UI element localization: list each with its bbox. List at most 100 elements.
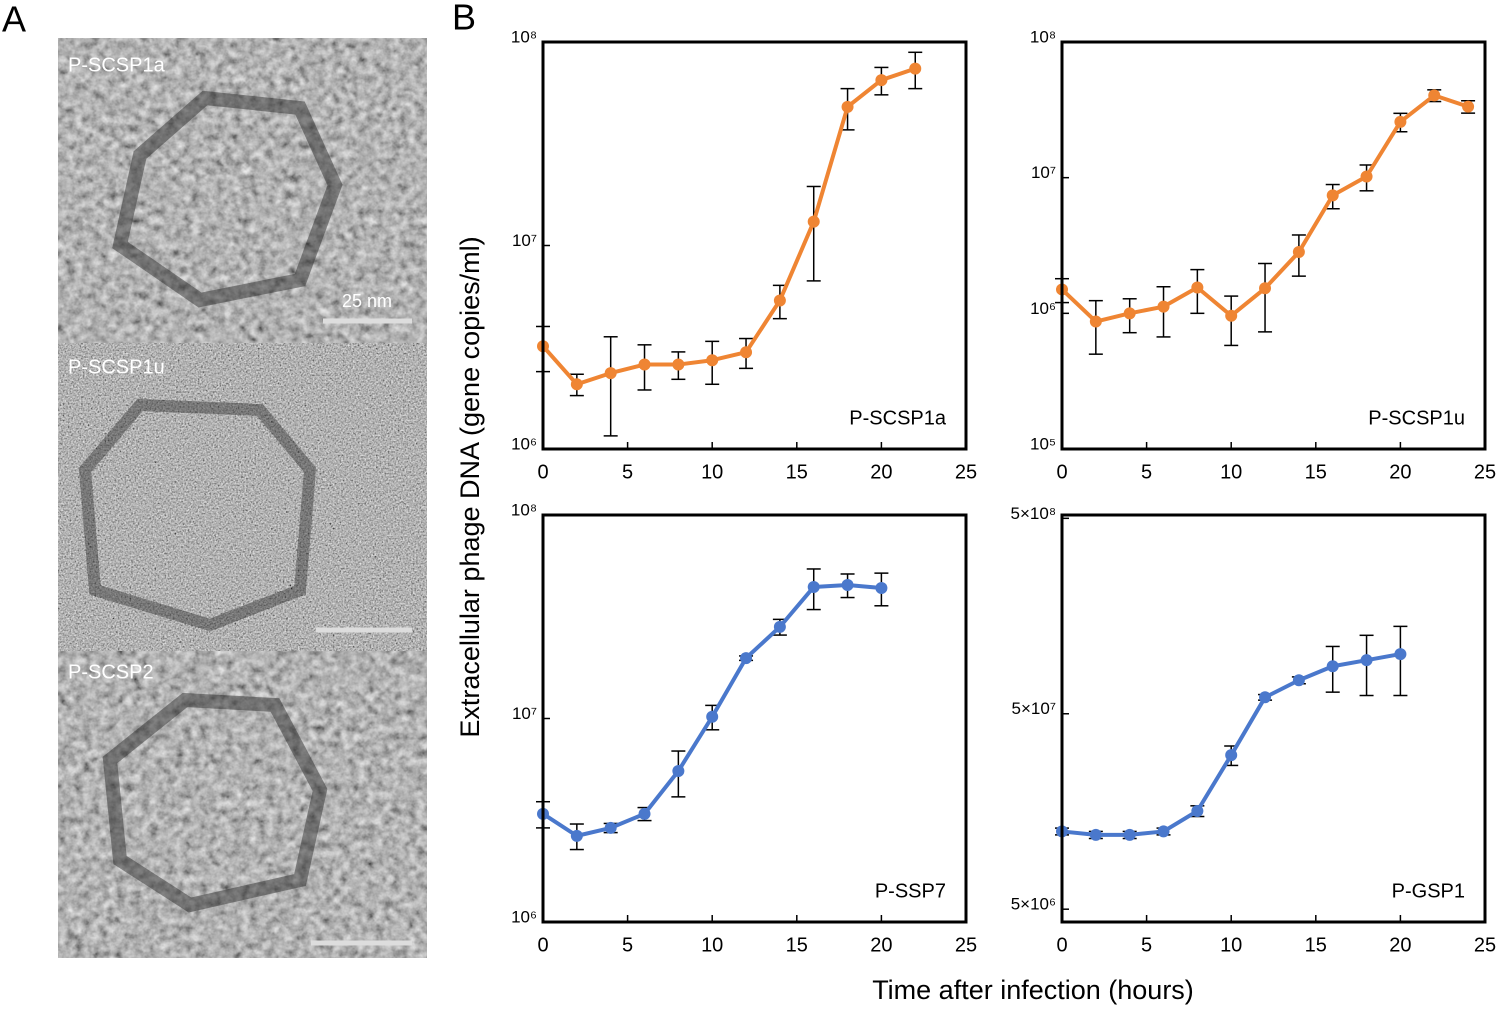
plot-frame	[541, 513, 968, 924]
data-point	[1394, 648, 1407, 661]
micrograph: P-SCSP1u	[58, 343, 427, 651]
x-tick-label: 15	[786, 461, 808, 483]
y-tick-label: 10⁸	[1030, 27, 1056, 46]
data-point	[773, 620, 786, 633]
data-point	[706, 354, 719, 367]
data-point	[841, 578, 854, 591]
data-point	[1123, 307, 1136, 320]
data-point	[740, 652, 753, 665]
chart: 0 5 10 15 20 25 5×10⁶ 5×10⁷ 5×10⁸ P-GSP1	[1011, 504, 1497, 956]
panel-label: B	[452, 0, 476, 38]
data-point	[1292, 246, 1305, 259]
x-tick-label: 20	[870, 461, 892, 483]
x-tick-label: 25	[1474, 934, 1496, 956]
data-point	[1292, 674, 1305, 687]
scale-bar-label: 25 nm	[342, 291, 392, 311]
data-point	[1191, 281, 1204, 294]
chart: 0 5 10 15 20 25 10⁶ 10⁷ 10⁸ P-SSP7	[511, 500, 977, 956]
y-tick-label: 10⁷	[512, 704, 537, 723]
x-tick-label: 0	[537, 461, 548, 483]
x-tick-label: 15	[1305, 934, 1327, 956]
x-tick-label: 10	[1220, 461, 1242, 483]
chart: 0 5 10 15 20 25 10⁶ 10⁷ 10⁸ P-SCSP1a	[511, 27, 977, 483]
data-point	[672, 358, 685, 371]
data-point	[604, 821, 617, 834]
plot-frame	[541, 40, 968, 451]
data-point	[1089, 315, 1102, 328]
data-point	[1462, 100, 1475, 113]
data-point	[672, 765, 685, 778]
x-tick-label: 10	[701, 461, 723, 483]
series-label: P-SSP7	[875, 880, 946, 902]
plot-frame	[1060, 513, 1487, 924]
micrograph: P-SCSP2	[58, 651, 427, 958]
data-point	[1225, 749, 1238, 762]
data-point	[1259, 282, 1272, 295]
y-tick-label: 10⁸	[511, 27, 537, 46]
x-tick-label: 5	[1141, 934, 1152, 956]
data-point	[875, 74, 888, 87]
x-tick-label: 20	[1389, 461, 1411, 483]
data-point	[638, 358, 651, 371]
y-tick-label: 10⁷	[512, 231, 537, 250]
x-tick-label: 15	[786, 934, 808, 956]
capsid-outline	[78, 398, 317, 632]
x-tick-label: 25	[1474, 461, 1496, 483]
x-tick-label: 10	[1220, 934, 1242, 956]
y-tick-label: 5×10⁶	[1011, 895, 1056, 914]
y-tick-label: 10⁶	[1030, 299, 1056, 318]
capsid-outline	[102, 692, 328, 913]
data-point	[1225, 309, 1238, 322]
data-point	[1326, 660, 1339, 673]
data-point	[1157, 300, 1170, 313]
data-point	[638, 807, 651, 820]
x-tick-label: 10	[701, 934, 723, 956]
x-tick-label: 0	[537, 934, 548, 956]
data-point	[1360, 170, 1373, 183]
y-axis-label: Extracellular phage DNA (gene copies/ml)	[455, 236, 485, 737]
data-line	[541, 66, 916, 387]
data-point	[570, 378, 583, 391]
x-tick-label: 25	[955, 461, 977, 483]
y-tick-label: 10⁶	[511, 907, 537, 926]
series-label: P-SCSP1u	[1368, 407, 1465, 429]
micrograph-label: P-SCSP1u	[68, 356, 165, 378]
data-point	[1394, 115, 1407, 128]
data-point	[1428, 89, 1441, 102]
data-point	[706, 710, 719, 723]
data-point	[1191, 805, 1204, 818]
x-tick-label: 5	[622, 461, 633, 483]
data-point	[740, 346, 753, 359]
series-label: P-GSP1	[1392, 880, 1465, 902]
data-point	[807, 215, 820, 228]
x-tick-label: 20	[1389, 934, 1411, 956]
plot-frame	[1060, 40, 1487, 451]
micrograph-label: P-SCSP2	[68, 661, 154, 683]
y-tick-label: 5×10⁸	[1011, 504, 1056, 523]
data-point	[1123, 828, 1136, 841]
x-tick-label: 5	[1141, 461, 1152, 483]
micrograph: P-SCSP1a 25 nm	[58, 38, 427, 343]
y-tick-label: 10⁵	[1030, 434, 1056, 453]
data-point	[773, 294, 786, 307]
micrograph-image	[58, 343, 427, 651]
micrograph-image	[58, 651, 427, 958]
x-tick-label: 25	[955, 934, 977, 956]
x-tick-label: 5	[622, 934, 633, 956]
micrograph-image	[58, 38, 427, 343]
data-point	[807, 580, 820, 593]
panel-label: A	[2, 0, 26, 40]
y-tick-label: 5×10⁷	[1012, 699, 1056, 718]
x-axis-label: Time after infection (hours)	[872, 975, 1194, 1005]
data-point	[570, 829, 583, 842]
x-tick-label: 0	[1056, 461, 1067, 483]
data-line	[1061, 652, 1401, 837]
chart: 0 5 10 15 20 25 10⁵ 10⁶ 10⁷ 10⁸ P-SCSP1u	[1030, 27, 1496, 483]
data-point	[1157, 825, 1170, 838]
data-point	[841, 100, 854, 113]
capsid-outline	[112, 90, 343, 308]
x-tick-label: 20	[870, 934, 892, 956]
y-tick-label: 10⁶	[511, 434, 537, 453]
data-point	[909, 62, 922, 75]
